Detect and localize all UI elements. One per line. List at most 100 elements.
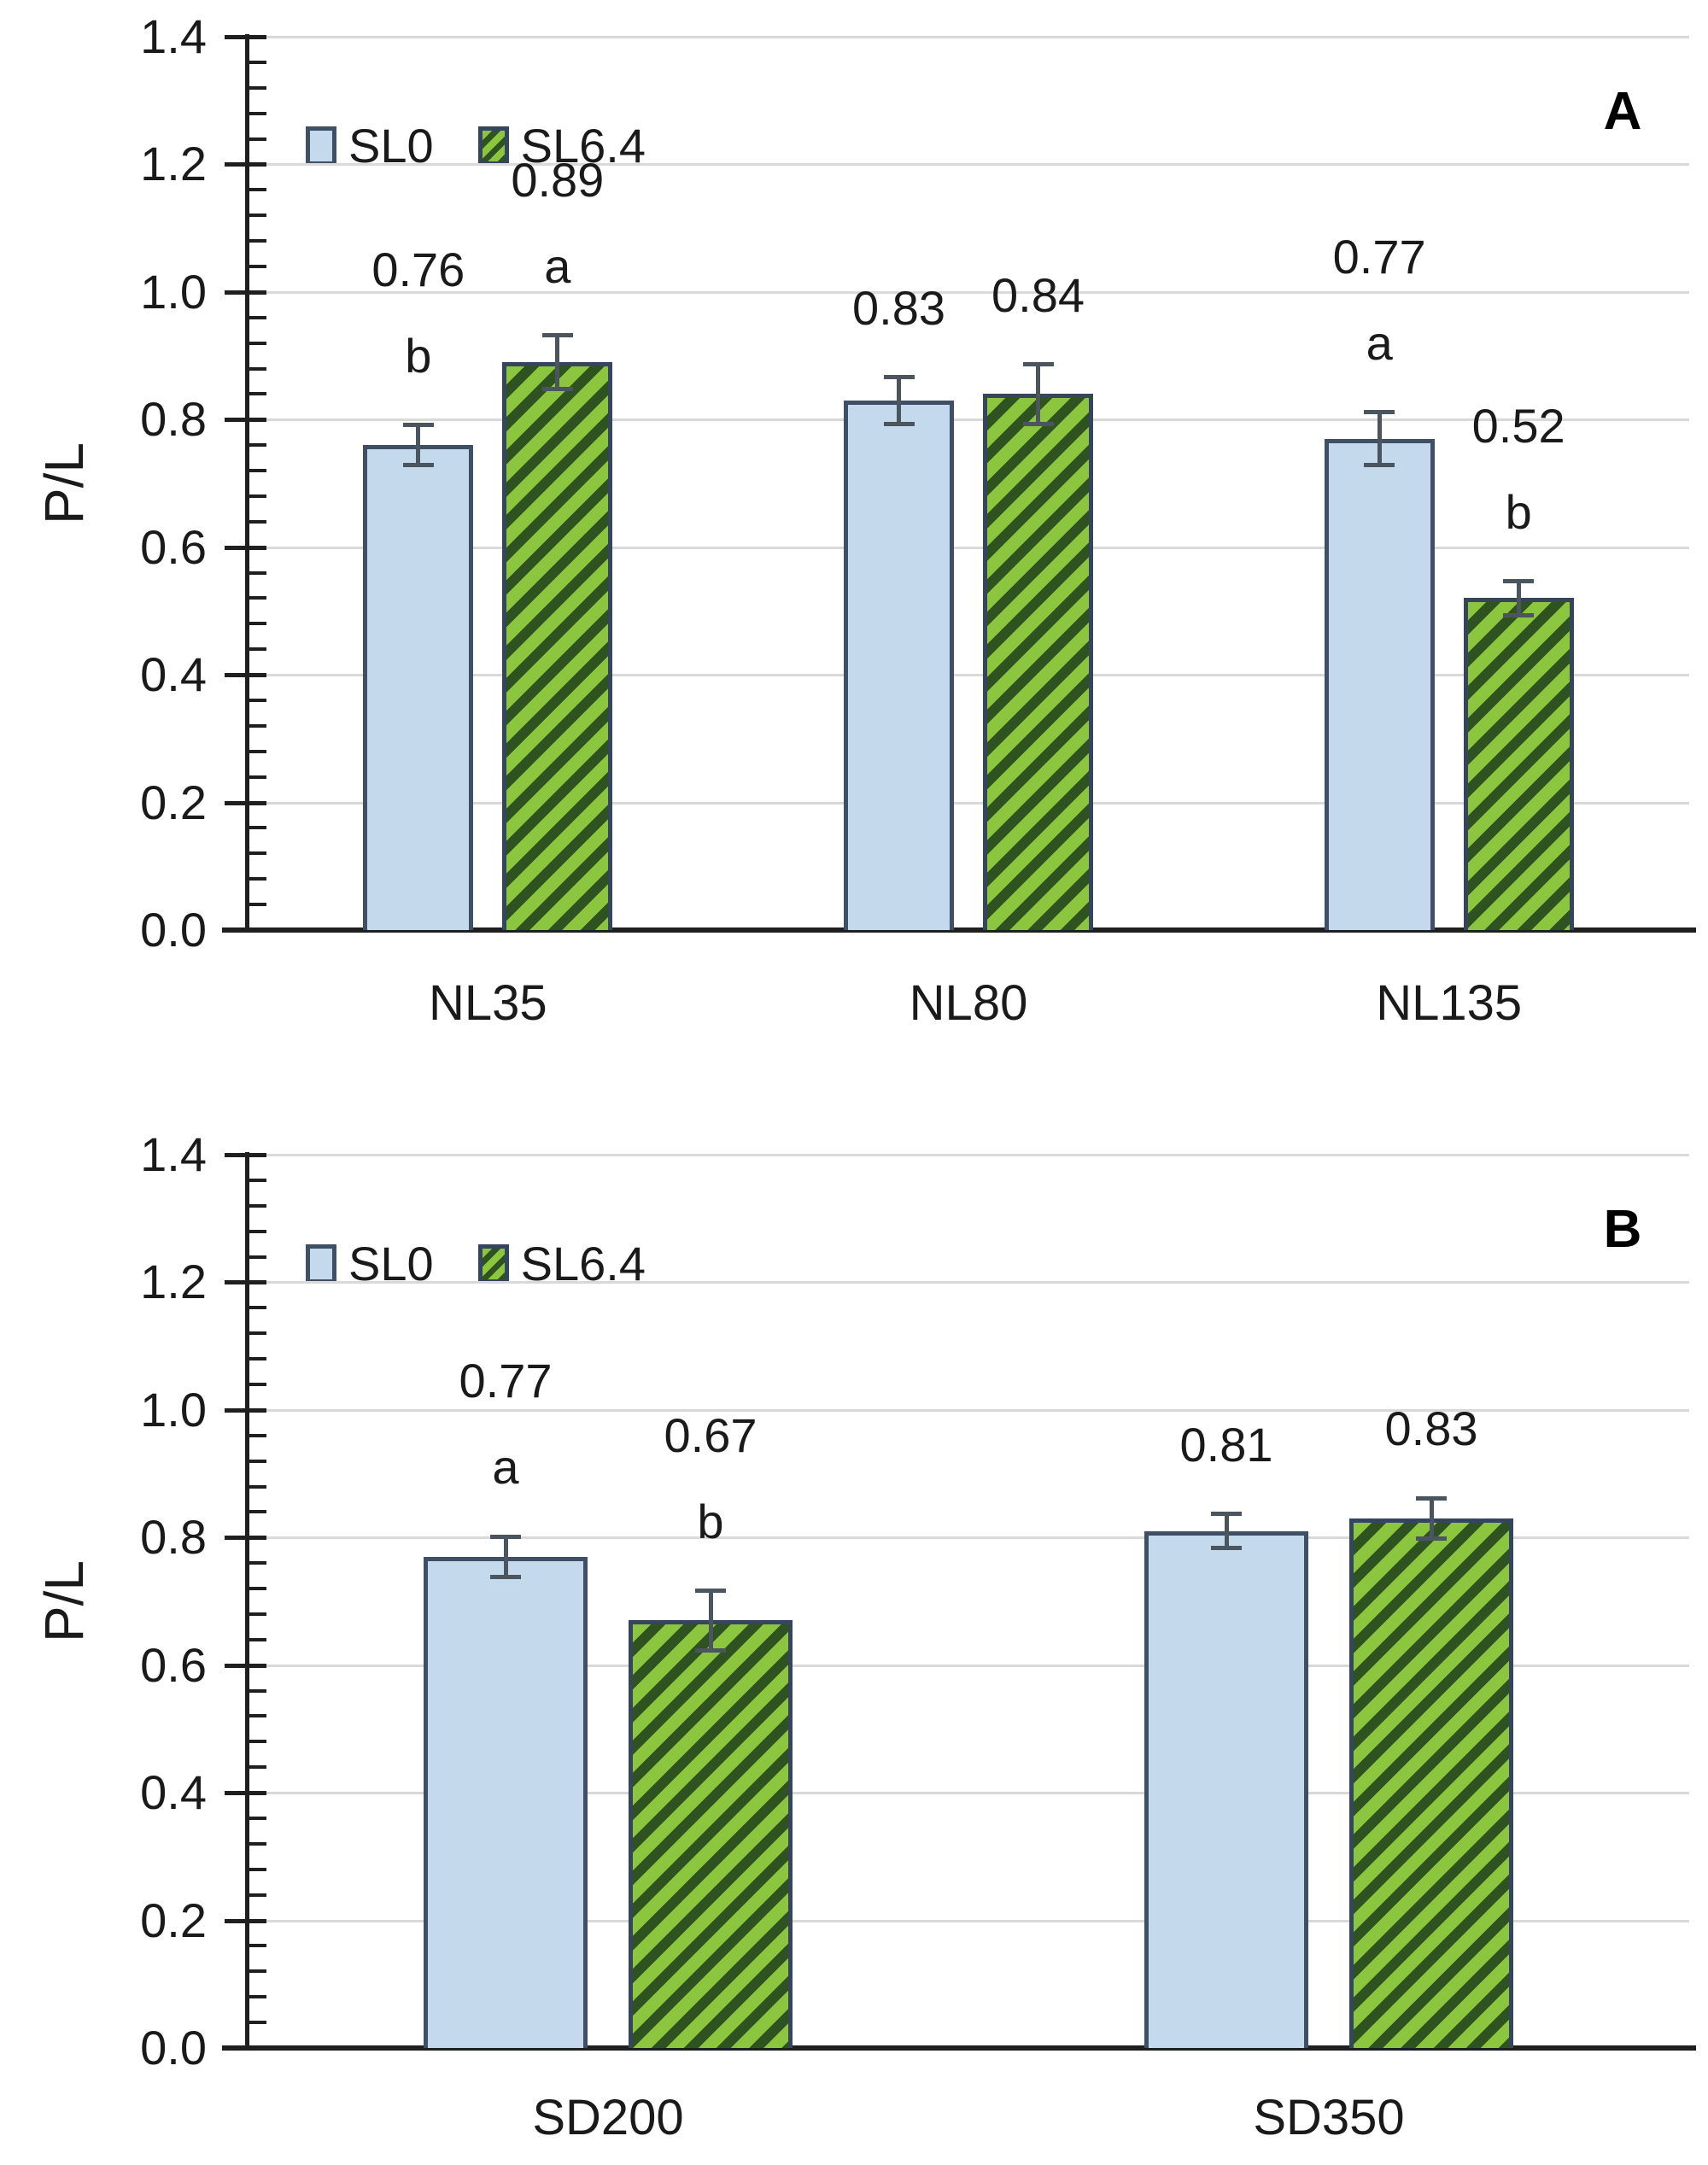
y-minor-tick — [248, 1995, 266, 1999]
error-bar-stem — [1429, 1495, 1434, 1542]
significance-letter: a — [1366, 315, 1393, 370]
error-bar — [490, 1534, 521, 1579]
y-minor-tick — [248, 137, 266, 141]
y-minor-tick — [248, 214, 266, 218]
bar-value-label: 0.84 — [991, 267, 1085, 322]
y-minor-tick — [248, 519, 266, 524]
y-minor-tick — [248, 1510, 266, 1514]
gridline — [248, 1154, 1689, 1156]
y-tick-label: 1.2 — [140, 137, 207, 191]
bar-sl0 — [424, 1556, 588, 2048]
error-bar-cap-top — [1503, 579, 1535, 584]
error-bar — [1211, 1512, 1242, 1551]
error-bar-stem — [897, 374, 901, 426]
error-bar-cap-bottom — [883, 421, 915, 426]
y-minor-tick — [248, 2021, 266, 2025]
significance-letter: b — [405, 328, 432, 383]
bar-sl64 — [983, 394, 1093, 930]
gridline — [248, 163, 1689, 167]
bar-sl0 — [844, 400, 954, 930]
significance-letter: b — [697, 1494, 724, 1548]
y-minor-tick — [248, 903, 266, 907]
bar-sl0 — [1144, 1530, 1308, 2048]
y-minor-tick — [248, 239, 266, 243]
x-category-label: NL80 — [909, 975, 1028, 1031]
error-bar-cap-top — [490, 1534, 521, 1539]
error-bar-cap-top — [695, 1589, 726, 1594]
error-bar-cap-top — [1211, 1512, 1242, 1517]
error-bar-stem — [1377, 410, 1382, 468]
error-bar-cap-bottom — [1211, 1546, 1242, 1551]
y-minor-tick — [248, 1944, 266, 1948]
y-minor-tick — [248, 1587, 266, 1591]
y-minor-tick — [248, 1382, 266, 1386]
error-bar-cap-bottom — [402, 463, 434, 468]
gridline — [248, 1919, 1689, 1922]
bar-value-label: 0.89 — [511, 153, 605, 208]
y-tick-label: 0.8 — [140, 1510, 207, 1565]
y-minor-tick — [248, 1714, 266, 1718]
gridline — [248, 36, 1689, 38]
bar-value-label: 0.52 — [1471, 398, 1565, 453]
gridline — [248, 1281, 1689, 1284]
y-minor-tick — [248, 443, 266, 448]
y-minor-tick — [248, 1203, 266, 1208]
y-tick-label: 0.0 — [140, 2021, 207, 2074]
error-bar-cap-top — [541, 333, 573, 338]
sl64-legend-swatch — [477, 126, 509, 166]
gridline — [248, 290, 1689, 294]
error-bar — [883, 374, 915, 426]
y-minor-tick — [248, 1637, 266, 1641]
error-bar-cap-bottom — [1022, 421, 1054, 426]
error-bar — [1022, 362, 1054, 426]
error-bar-cap-top — [402, 423, 434, 428]
y-minor-tick — [248, 1229, 266, 1233]
bar-value-label: 0.77 — [1332, 229, 1426, 284]
y-tick-label: 0.8 — [140, 392, 207, 447]
x-axis-line — [222, 927, 1696, 933]
bar-value-label: 0.76 — [371, 242, 465, 296]
y-minor-tick — [248, 1357, 266, 1361]
bar-value-label: 0.81 — [1179, 1417, 1273, 1472]
y-tick-label: 0.6 — [140, 1637, 207, 1692]
x-category-label: NL135 — [1376, 975, 1523, 1031]
x-category-label: SD200 — [532, 2090, 684, 2145]
y-tick-label: 1.0 — [140, 264, 207, 319]
y-minor-tick — [248, 1178, 266, 1182]
error-bar-cap-top — [1022, 362, 1054, 367]
y-minor-tick — [248, 60, 266, 64]
sl0-legend-swatch — [306, 126, 336, 166]
y-minor-tick — [248, 341, 266, 345]
y-minor-tick — [248, 85, 266, 90]
error-bar-stem — [503, 1534, 508, 1579]
bar-sl64 — [1463, 598, 1574, 930]
panel-b: P/L B SL0 SL6.4 0.0 0.2 0.4 0.6 0.8 1.0 1.2 1.4… — [0, 1080, 1708, 2165]
y-minor-tick — [248, 1740, 266, 1744]
error-bar — [1416, 1495, 1447, 1542]
gridline — [248, 1536, 1689, 1540]
y-minor-tick — [248, 826, 266, 830]
y-tick-label: 1.4 — [140, 9, 207, 63]
error-bar-stem — [1036, 362, 1040, 426]
error-bar-cap-bottom — [541, 386, 573, 391]
x-category-label: SD350 — [1253, 2090, 1405, 2145]
y-minor-tick — [248, 494, 266, 498]
bar-sl0 — [363, 445, 474, 930]
y-minor-tick — [248, 366, 266, 371]
panel-a: P/L A SL0 SL6.4 0.0 0.2 0.4 0.6 0.8 1.0 1.2 1.4… — [0, 0, 1708, 1080]
y-tick-label: 0.6 — [140, 519, 207, 574]
gridline — [248, 674, 1689, 677]
y-minor-tick — [248, 188, 266, 192]
y-minor-tick — [248, 1612, 266, 1616]
panel-letter: B — [1603, 1200, 1642, 1259]
y-minor-tick — [248, 1969, 266, 1974]
y-minor-tick — [248, 1484, 266, 1489]
y-minor-tick — [248, 1433, 266, 1437]
y-minor-tick — [248, 622, 266, 626]
y-minor-tick — [248, 571, 266, 575]
y-tick-label: 0.2 — [140, 1893, 207, 1947]
y-tick-label: 1.0 — [140, 1382, 207, 1437]
error-bar-cap-bottom — [1416, 1536, 1447, 1542]
bar-sl64 — [1349, 1518, 1513, 2048]
